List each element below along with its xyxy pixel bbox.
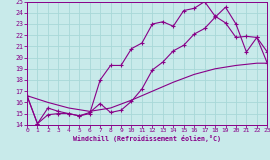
X-axis label: Windchill (Refroidissement éolien,°C): Windchill (Refroidissement éolien,°C) xyxy=(73,135,221,142)
